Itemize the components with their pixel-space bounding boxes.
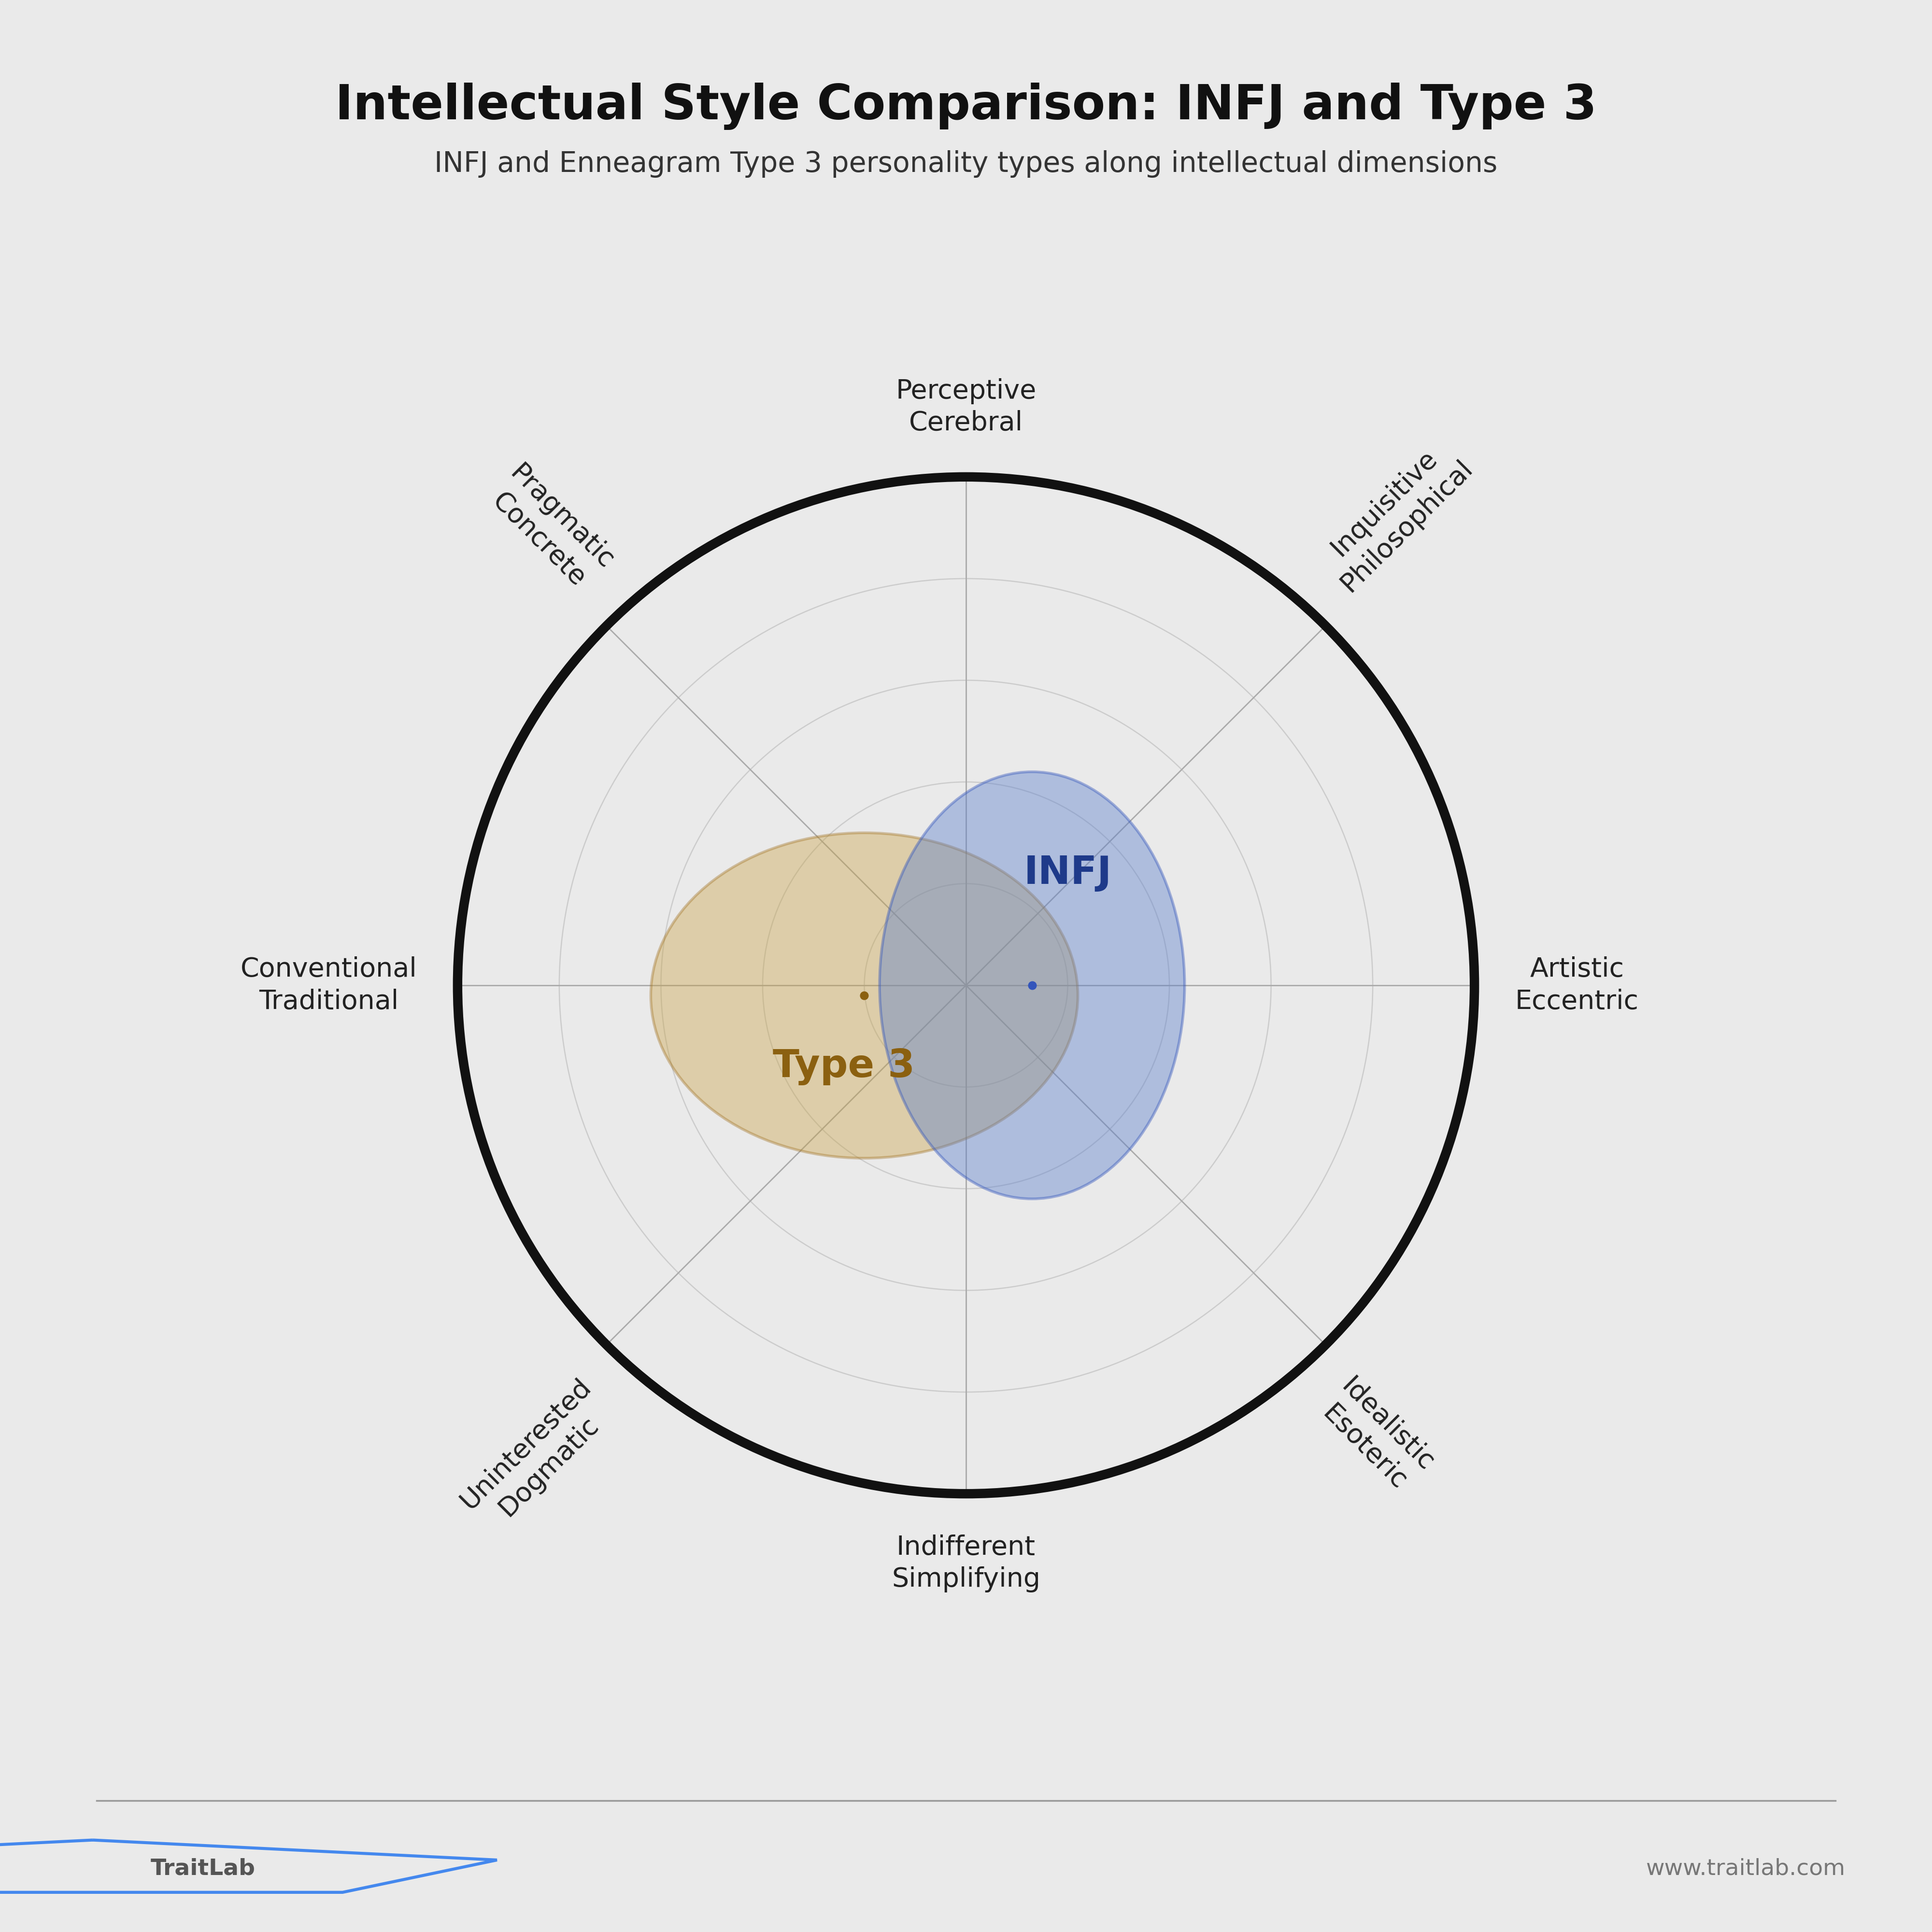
Text: Inquisitive
Philosophical: Inquisitive Philosophical <box>1314 433 1478 597</box>
Text: Idealistic
Esoteric: Idealistic Esoteric <box>1314 1374 1439 1499</box>
Text: Pragmatic
Concrete: Pragmatic Concrete <box>481 460 618 597</box>
Text: INFJ: INFJ <box>1024 854 1111 893</box>
Ellipse shape <box>879 771 1184 1200</box>
Text: Artistic
Eccentric: Artistic Eccentric <box>1515 956 1638 1014</box>
Text: TraitLab: TraitLab <box>151 1859 255 1880</box>
Text: Perceptive
Cerebral: Perceptive Cerebral <box>896 379 1036 437</box>
Text: Intellectual Style Comparison: INFJ and Type 3: Intellectual Style Comparison: INFJ and … <box>334 83 1598 129</box>
Ellipse shape <box>651 833 1078 1157</box>
Text: INFJ and Enneagram Type 3 personality types along intellectual dimensions: INFJ and Enneagram Type 3 personality ty… <box>435 151 1497 178</box>
Text: Type 3: Type 3 <box>773 1047 916 1086</box>
Text: Uninterested
Dogmatic: Uninterested Dogmatic <box>456 1374 618 1538</box>
Text: Indifferent
Simplifying: Indifferent Simplifying <box>891 1534 1039 1592</box>
Text: www.traitlab.com: www.traitlab.com <box>1646 1859 1845 1880</box>
Text: Conventional
Traditional: Conventional Traditional <box>240 956 417 1014</box>
